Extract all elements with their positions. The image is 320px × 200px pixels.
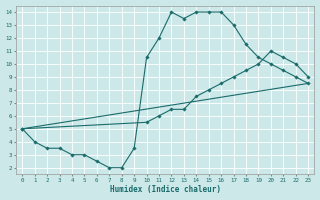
X-axis label: Humidex (Indice chaleur): Humidex (Indice chaleur)	[110, 185, 221, 194]
